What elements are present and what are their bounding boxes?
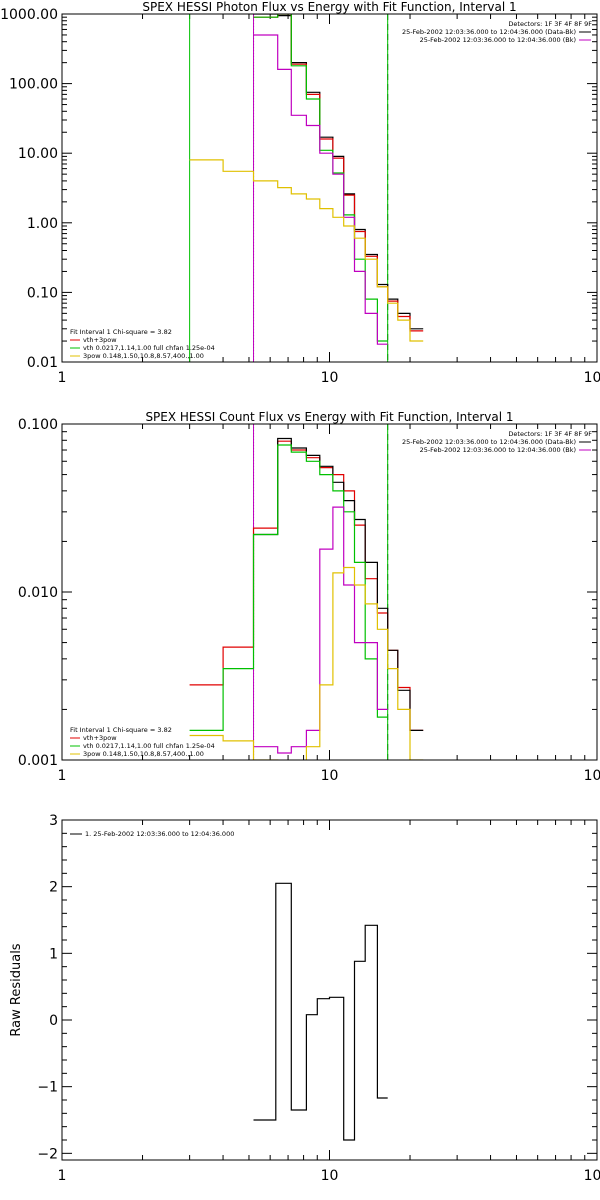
x-tick-label: 100: [584, 1168, 600, 1184]
legend-fit-interval: Fit Interval 1 Chi-square = 3.82: [70, 328, 172, 336]
legend-entry: 3pow 0.148,1.50,10.8,8.57,400.,1.00: [83, 750, 204, 758]
y-tick-label: 10.00: [18, 146, 58, 162]
series-line: [253, 14, 424, 330]
y-tick-label: 0.10: [27, 285, 58, 301]
y-axis-label: Raw Residuals: [9, 943, 24, 1036]
y-tick-label: 1: [49, 946, 58, 962]
series-line: [189, 444, 388, 731]
x-tick-label: 10: [321, 1168, 339, 1184]
plot-area: [189, 14, 424, 362]
residuals-panel: Raw Residuals 1 10 100 −2 −1 0 1 2 3 1. 25-Feb-200…: [9, 813, 600, 1184]
series-line: [253, 437, 424, 731]
series-line: [253, 506, 388, 754]
y-tick-label: 0: [49, 1013, 58, 1029]
series-line: [253, 34, 388, 345]
legend-entry: 3pow 0.148,1.50,10.8,8.57,400.,1.00: [83, 352, 204, 360]
legend-entry: vth+3pow: [83, 336, 117, 344]
chart-title: SPEX HESSI Photon Flux vs Energy with Fi…: [142, 0, 516, 14]
y-tick-label: 0.010: [18, 585, 58, 601]
x-tick-label: 100: [584, 370, 600, 386]
y-tick-label: −2: [37, 1146, 58, 1162]
plot-frame: [61, 423, 598, 761]
series-line: [253, 882, 388, 1141]
x-tick-label: 1: [58, 1168, 67, 1184]
legend-entry: vth 0.0217,1.14,1.00 full chfan 1.25e-04: [83, 742, 215, 750]
x-tick-label: 10: [321, 370, 339, 386]
plot-frame: [61, 819, 598, 1161]
y-tick-label: 1000.00: [0, 7, 58, 23]
x-tick-label: 1: [58, 768, 67, 784]
legend-detectors: Detectors: 1F 3F 4F 8F 9F: [508, 430, 592, 438]
series-line: [253, 14, 424, 332]
series-line: [189, 566, 424, 760]
chart-title: SPEX HESSI Count Flux vs Energy with Fit…: [145, 410, 513, 424]
x-tick-label: 1: [58, 370, 67, 386]
y-tick-label: 3: [49, 813, 58, 829]
y-tick-label: 0.100: [18, 417, 58, 433]
legend-entry: 25-Feb-2002 12:03:36.000 to 12:04:36.000…: [402, 28, 576, 36]
plot-area: [189, 424, 424, 760]
photon-flux-panel: SPEX HESSI Photon Flux vs Energy with Fi…: [0, 0, 600, 386]
y-tick-label: 0.01: [27, 355, 58, 371]
x-tick-label: 10: [321, 768, 339, 784]
legend-entry: 25-Feb-2002 12:03:36.000 to 12:04:36.000…: [420, 446, 576, 454]
legend-entry: vth 0.0217,1.14,1.00 full chfan 1.25e-04: [83, 344, 215, 352]
x-tick-label: 100: [584, 768, 600, 784]
count-flux-panel: SPEX HESSI Count Flux vs Energy with Fit…: [18, 410, 600, 784]
plot-frame: [61, 13, 598, 363]
series-line: [189, 159, 424, 342]
legend-detectors: Detectors: 1F 3F 4F 8F 9F: [508, 20, 592, 28]
legend-entry: 25-Feb-2002 12:03:36.000 to 12:04:36.000…: [402, 438, 576, 446]
legend-entry: 1. 25-Feb-2002 12:03:36.000 to 12:04:36.…: [85, 830, 234, 838]
y-tick-label: −1: [37, 1080, 58, 1096]
y-tick-label: 2: [49, 880, 58, 896]
y-tick-label: 0.001: [18, 753, 58, 769]
y-tick-label: 1.00: [27, 216, 58, 232]
series-line: [253, 14, 388, 342]
legend-entry: 25-Feb-2002 12:03:36.000 to 12:04:36.000…: [420, 36, 576, 44]
y-tick-label: 100.00: [9, 77, 58, 93]
legend-entry: vth+3pow: [83, 734, 117, 742]
legend-fit-interval: Fit Interval 1 Chi-square = 3.82: [70, 726, 172, 734]
plot-area: [253, 882, 388, 1141]
